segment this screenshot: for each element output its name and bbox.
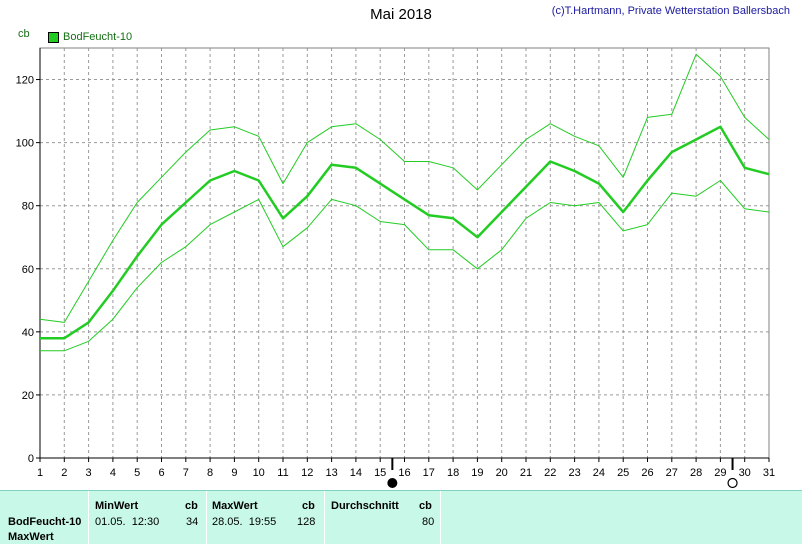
- series-line-avg: [40, 125, 770, 340]
- table-divider: [324, 491, 325, 544]
- table-divider: [88, 491, 89, 544]
- avg-value: 80: [422, 516, 435, 528]
- min-unit: cb: [185, 500, 198, 512]
- y-tick-label: 0: [28, 453, 34, 465]
- x-tick-label: 26: [641, 467, 653, 479]
- x-tick-label: 8: [207, 467, 213, 479]
- x-tick-label: 30: [739, 467, 751, 479]
- x-tick-label: 7: [183, 467, 189, 479]
- min-header: MinWert: [95, 500, 139, 512]
- x-tick-label: 1: [37, 467, 43, 479]
- max-time: 28.05. 19:55: [212, 516, 277, 528]
- row-label-sensor: BodFeucht-10: [8, 516, 82, 528]
- x-tick-label: 31: [763, 467, 775, 479]
- x-tick-label: 20: [496, 467, 508, 479]
- series-line-min: [40, 180, 770, 352]
- table-divider: [440, 491, 441, 544]
- x-tick-label: 17: [423, 467, 435, 479]
- y-tick-label: 80: [22, 201, 34, 213]
- series-line-max: [39, 53, 770, 323]
- max-header: MaxWert: [212, 500, 258, 512]
- x-tick-label: 19: [471, 467, 483, 479]
- avg-header: Durchschnitt: [331, 500, 399, 512]
- avg-unit: cb: [419, 500, 432, 512]
- x-tick-label: 16: [398, 467, 410, 479]
- x-tick-label: 29: [714, 467, 726, 479]
- min-value: 34: [186, 516, 199, 528]
- x-tick-label: 2: [61, 467, 67, 479]
- chart-title: Mai 2018: [370, 6, 432, 23]
- x-tick-label: 25: [617, 467, 629, 479]
- y-tick-label: 120: [16, 75, 34, 87]
- x-tick-label: 24: [593, 467, 605, 479]
- legend-label: BodFeucht-10: [63, 31, 133, 43]
- x-tick-label: 9: [231, 467, 237, 479]
- credit-text: (c)T.Hartmann, Private Wetterstation Bal…: [551, 5, 790, 17]
- y-tick-label: 60: [22, 264, 34, 276]
- x-tick-label: 4: [110, 467, 116, 479]
- x-tick-label: 3: [86, 467, 92, 479]
- full-moon-marker: [387, 478, 398, 488]
- x-tick-label: 18: [447, 467, 459, 479]
- x-tick-label: 15: [374, 467, 386, 479]
- legend-swatch: [48, 31, 59, 43]
- x-tick-label: 21: [520, 467, 532, 479]
- x-tick-label: 23: [568, 467, 580, 479]
- x-tick-label: 5: [134, 467, 140, 479]
- x-tick-label: 14: [350, 467, 362, 479]
- max-value: 128: [297, 516, 316, 528]
- legend: BodFeucht-10: [48, 31, 132, 43]
- x-tick-label: 11: [277, 467, 288, 479]
- y-axis-unit: cb: [18, 28, 30, 40]
- x-tick-label: 13: [325, 467, 337, 479]
- x-tick-label: 6: [158, 467, 164, 479]
- y-tick-label: 100: [16, 138, 34, 150]
- x-tick-label: 27: [666, 467, 678, 479]
- row-label-maxwert: MaxWert: [8, 531, 54, 543]
- table-divider: [206, 491, 207, 544]
- x-tick-label: 10: [253, 467, 265, 479]
- min-time: 01.05. 12:30: [95, 516, 160, 528]
- x-tick-label: 22: [544, 467, 556, 479]
- max-unit: cb: [302, 500, 315, 512]
- y-tick-label: 40: [22, 327, 34, 339]
- stats-table: BodFeucht-10 MaxWert MinWert cb 01.05. 1…: [0, 490, 802, 544]
- y-tick-label: 20: [22, 390, 34, 402]
- x-tick-label: 28: [690, 467, 702, 479]
- x-tick-label: 12: [301, 467, 313, 479]
- new-moon-marker: [727, 477, 738, 489]
